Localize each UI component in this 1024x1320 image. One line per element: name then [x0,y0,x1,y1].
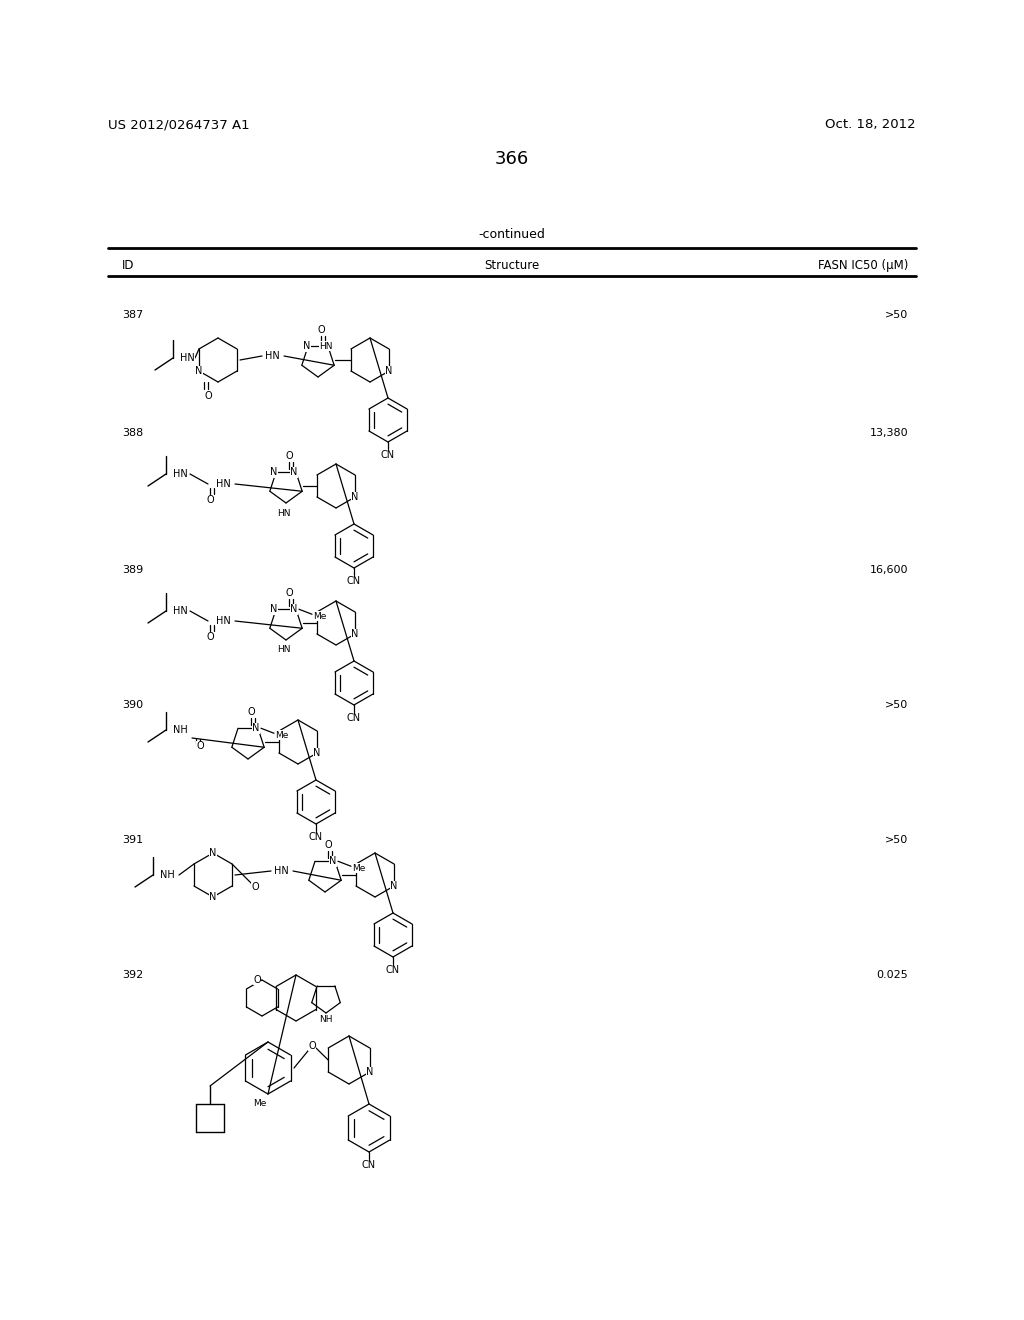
Text: N: N [209,892,217,902]
Text: O: O [253,975,261,985]
Text: CN: CN [381,450,395,459]
Text: CN: CN [361,1160,376,1170]
Text: Me: Me [313,611,327,620]
Text: 389: 389 [122,565,143,576]
Text: O: O [206,495,214,506]
Text: HN: HN [319,342,333,351]
Text: FASN IC50 (μM): FASN IC50 (μM) [817,259,908,272]
Text: HN: HN [264,351,280,360]
Text: HN: HN [216,616,230,626]
Text: Me: Me [275,731,289,739]
Text: >50: >50 [885,836,908,845]
Text: NH: NH [319,1015,333,1024]
Text: 366: 366 [495,150,529,168]
Text: HN: HN [278,645,291,655]
Text: HN: HN [273,866,289,876]
Text: O: O [317,325,325,335]
Text: N: N [390,880,397,891]
Text: N: N [252,723,260,733]
Text: O: O [197,741,204,751]
Text: N: N [270,605,278,614]
Text: N: N [330,857,337,866]
Text: N: N [209,847,217,858]
Text: O: O [206,632,214,642]
Text: O: O [286,587,293,598]
Text: N: N [270,467,278,478]
Text: Oct. 18, 2012: Oct. 18, 2012 [825,117,916,131]
Text: N: N [367,1067,374,1077]
Text: HN: HN [179,352,195,363]
Text: >50: >50 [885,310,908,319]
Text: HN: HN [216,479,230,488]
Text: CN: CN [347,713,361,723]
Text: N: N [291,467,298,478]
Text: 0.025: 0.025 [877,970,908,979]
Text: US 2012/0264737 A1: US 2012/0264737 A1 [108,117,250,131]
Text: N: N [291,605,298,614]
Text: 388: 388 [122,428,143,438]
Text: NH: NH [173,725,187,735]
Text: O: O [247,708,255,717]
Text: CN: CN [386,965,400,975]
Text: 390: 390 [122,700,143,710]
Text: N: N [385,366,393,376]
Text: >50: >50 [885,700,908,710]
Text: N: N [351,630,358,639]
Text: HN: HN [173,606,187,616]
Text: HN: HN [278,508,291,517]
Text: Me: Me [352,863,366,873]
Text: N: N [303,342,310,351]
Text: HN: HN [173,469,187,479]
Text: O: O [286,451,293,461]
Text: N: N [313,748,321,758]
Text: N: N [196,366,203,376]
Text: CN: CN [347,576,361,586]
Text: 391: 391 [122,836,143,845]
Text: O: O [251,882,259,892]
Text: O: O [308,1041,315,1051]
Text: N: N [351,492,358,502]
Text: 387: 387 [122,310,143,319]
Text: Me: Me [253,1100,266,1109]
Text: ID: ID [122,259,134,272]
Text: -continued: -continued [478,228,546,242]
Text: NH: NH [160,870,174,880]
Text: 16,600: 16,600 [869,565,908,576]
Text: O: O [325,840,332,850]
Text: Structure: Structure [484,259,540,272]
Text: 13,380: 13,380 [869,428,908,438]
Text: CN: CN [309,832,323,842]
Text: O: O [204,391,212,401]
Text: 392: 392 [122,970,143,979]
